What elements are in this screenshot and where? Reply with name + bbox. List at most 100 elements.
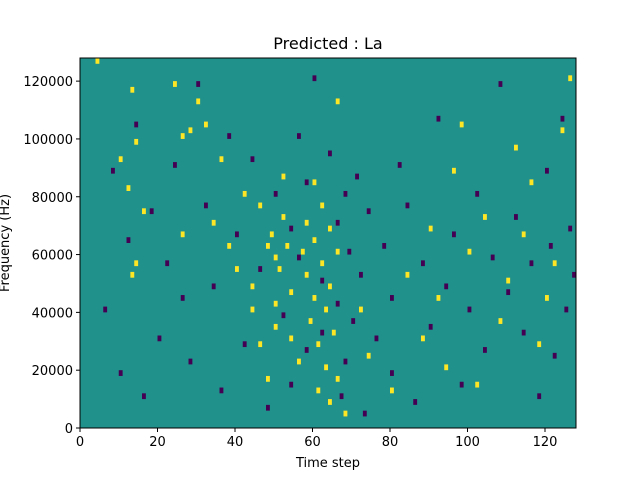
- heatmap-cell-low: [428, 323, 433, 330]
- heatmap-cell-low: [366, 208, 371, 215]
- heatmap-cell-high: [421, 335, 425, 342]
- heatmap-cell-high: [304, 271, 309, 278]
- heatmap-cell-low: [498, 81, 503, 87]
- heatmap-cell-high: [188, 127, 193, 134]
- heatmap-cell-high: [281, 214, 286, 220]
- heatmap-cell-low: [149, 208, 154, 215]
- heatmap-cell-low: [347, 248, 352, 255]
- heatmap-cell-high: [521, 231, 526, 238]
- y-axis: 0 20000 40000 60000 80000 100000 120000: [23, 75, 80, 437]
- heatmap-cell-high: [335, 248, 340, 255]
- heatmap-cell-high: [130, 271, 135, 278]
- heatmap-cell-high: [269, 231, 274, 238]
- x-tick-label: 20: [149, 435, 166, 450]
- heatmap-cell-low: [436, 115, 441, 122]
- heatmap-cell-low: [266, 404, 270, 411]
- heatmap-cell-high: [552, 260, 557, 267]
- heatmap-cell-low: [235, 231, 239, 238]
- heatmap-cell-low: [320, 277, 325, 284]
- heatmap-cell-high: [335, 375, 340, 382]
- x-tick-label: 100: [455, 435, 480, 450]
- heatmap-cell-low: [196, 81, 201, 87]
- heatmap-cell-low: [359, 271, 363, 278]
- heatmap-cell-low: [304, 347, 309, 353]
- heatmap-cell-high: [173, 81, 177, 87]
- heatmap-cells: [95, 58, 576, 417]
- heatmap-cell-high: [308, 318, 313, 324]
- heatmap-cell-low: [552, 352, 557, 359]
- heatmap-cell-low: [351, 318, 356, 324]
- heatmap-cell-low: [227, 133, 232, 139]
- heatmap-cell-low: [397, 162, 402, 168]
- heatmap-cell-low: [459, 381, 464, 388]
- x-tick-label: 0: [76, 435, 84, 450]
- x-axis-label: Time step: [295, 456, 360, 471]
- heatmap-cell-high: [266, 375, 270, 382]
- heatmap-cell-low: [413, 399, 418, 405]
- heatmap-cell-low: [568, 225, 573, 232]
- y-tick-label: 60000: [32, 249, 73, 264]
- heatmap-cell-high: [235, 266, 239, 272]
- heatmap-cell-low: [390, 370, 394, 376]
- heatmap-cell-high: [273, 254, 278, 261]
- heatmap-cell-low: [475, 190, 480, 197]
- heatmap-cell-high: [320, 260, 325, 267]
- heatmap-cell-low: [362, 410, 367, 417]
- heatmap-cell-low: [142, 393, 146, 400]
- heatmap-cell-high: [459, 121, 464, 128]
- heatmap-cell-high: [250, 283, 255, 290]
- heatmap-cell-low: [335, 300, 340, 307]
- x-tick-label: 80: [382, 435, 399, 450]
- heatmap-cell-high: [335, 98, 340, 105]
- heatmap-cell-low: [405, 202, 410, 209]
- heatmap-cell-low: [180, 295, 185, 301]
- heatmap-cell-high: [405, 271, 410, 278]
- heatmap-cell-high: [390, 387, 394, 394]
- heatmap-cell-low: [467, 306, 472, 313]
- heatmap-cell-low: [219, 387, 224, 394]
- y-tick-label: 0: [65, 422, 73, 437]
- heatmap-cell-high: [285, 243, 290, 249]
- heatmap-cell-high: [250, 306, 255, 313]
- heatmap-cell-high: [366, 352, 371, 359]
- heatmap-cell-high: [498, 318, 503, 324]
- heatmap-cell-high: [142, 208, 146, 215]
- heatmap-cell-high: [312, 179, 317, 186]
- heatmap-cell-low: [514, 214, 518, 220]
- heatmap-cell-high: [436, 295, 441, 301]
- plot-frame: [79, 57, 577, 429]
- heatmap-cell-high: [134, 138, 139, 145]
- heatmap-cell-low: [103, 306, 108, 313]
- heatmap-cell-low: [165, 260, 170, 267]
- heatmap-cell-low: [250, 156, 255, 163]
- heatmap-cell-high: [529, 179, 534, 186]
- heatmap-cell-high: [289, 335, 294, 342]
- heatmap-cell-high: [258, 202, 263, 209]
- heatmap-cell-low: [289, 381, 294, 388]
- heatmap-cell-low: [126, 237, 131, 243]
- heatmap-cell-low: [281, 312, 286, 319]
- heatmap-cell-high: [312, 295, 317, 301]
- heatmap-cell-low: [483, 347, 487, 353]
- heatmap-cell-low: [560, 115, 565, 122]
- heatmap-cell-high: [273, 323, 278, 330]
- heatmap-cell-low: [328, 150, 332, 157]
- heatmap-cell-high: [204, 121, 208, 128]
- x-tick-label: 120: [533, 435, 558, 450]
- heatmap-cell-high: [281, 173, 286, 180]
- heatmap-cell-high: [180, 231, 185, 238]
- heatmap-cell-high: [568, 75, 573, 82]
- heatmap-cell-high: [180, 133, 185, 139]
- heatmap-cell-low: [521, 329, 526, 336]
- heatmap-cell-high: [196, 98, 201, 105]
- heatmap-cell-high: [130, 86, 135, 93]
- chart-title: Predicted : La: [273, 34, 382, 53]
- heatmap-cell-low: [211, 283, 216, 290]
- heatmap-cell-low: [134, 121, 139, 128]
- heatmap-cell-low: [111, 167, 115, 174]
- heatmap-cell-high: [320, 202, 325, 209]
- heatmap-cell-low: [537, 393, 542, 400]
- y-tick-label: 20000: [32, 364, 73, 379]
- heatmap-cell-high: [324, 306, 328, 313]
